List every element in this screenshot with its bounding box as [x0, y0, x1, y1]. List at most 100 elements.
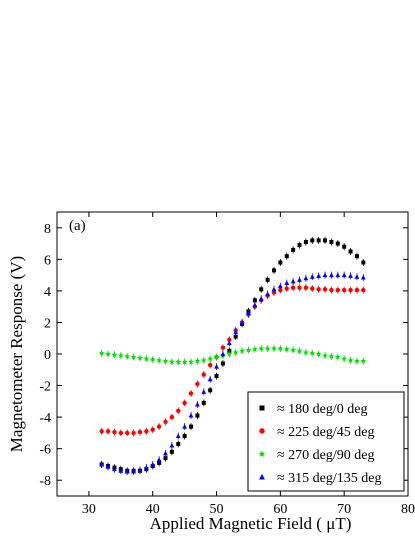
data-point [251, 346, 258, 352]
data-point [150, 461, 156, 467]
legend-label: ≈ 180 deg/0 deg [277, 402, 368, 417]
data-point [265, 277, 270, 282]
x-tick-label: 40 [146, 502, 160, 517]
data-point [124, 468, 130, 474]
data-point [316, 273, 322, 278]
data-point [232, 349, 239, 355]
data-point [258, 296, 264, 301]
data-point [245, 347, 252, 353]
data-point [347, 357, 354, 363]
data-point [316, 238, 321, 243]
series-3 [98, 344, 367, 366]
data-point [220, 351, 226, 356]
data-point [335, 241, 340, 246]
data-point [137, 429, 143, 435]
data-point [259, 287, 264, 292]
data-point [360, 274, 366, 280]
data-point [207, 362, 213, 368]
data-point [143, 465, 149, 470]
data-point [118, 430, 124, 436]
data-point [112, 429, 117, 435]
data-point [348, 273, 353, 278]
data-point [258, 345, 265, 351]
data-point [169, 449, 174, 454]
y-axis-label: Magnetometer Response (V) [7, 256, 26, 452]
data-point [309, 350, 316, 356]
data-point [195, 413, 200, 418]
y-tick-label: -2 [39, 380, 51, 395]
y-tick-label: 4 [44, 285, 51, 300]
data-point [214, 374, 219, 379]
data-point [329, 287, 334, 293]
data-point [284, 286, 289, 291]
data-point [315, 351, 322, 357]
data-point [156, 424, 162, 429]
data-point [169, 442, 175, 448]
data-point [360, 358, 367, 364]
data-point [322, 352, 328, 358]
data-point [208, 388, 213, 393]
x-tick-label: 80 [401, 502, 415, 517]
data-point [226, 351, 233, 357]
data-point [322, 272, 328, 278]
data-point [149, 356, 156, 362]
data-point [342, 244, 347, 249]
data-point [137, 354, 143, 361]
data-point [162, 358, 169, 364]
data-point [265, 291, 270, 297]
data-point [329, 272, 334, 278]
data-point [271, 268, 276, 273]
data-point [175, 433, 181, 439]
data-point [271, 286, 277, 292]
data-point [271, 345, 277, 351]
data-point [226, 340, 232, 345]
data-point [316, 287, 321, 292]
data-point [200, 357, 207, 363]
data-marks [98, 236, 367, 476]
data-point [354, 254, 359, 259]
data-point [341, 355, 348, 362]
data-point [290, 285, 296, 290]
data-point [361, 260, 366, 265]
data-point [334, 354, 341, 360]
data-point [150, 427, 155, 432]
data-point [163, 456, 168, 461]
data-point [130, 354, 137, 360]
legend-label: ≈ 315 deg/135 deg [277, 471, 382, 486]
data-point [188, 412, 194, 418]
data-point [111, 351, 118, 358]
data-point [348, 287, 353, 293]
data-point [156, 457, 162, 462]
data-point [163, 419, 168, 425]
data-point [194, 358, 201, 364]
data-point [303, 275, 309, 281]
data-point [112, 466, 117, 472]
data-point [188, 358, 194, 365]
y-tick-label: 8 [44, 222, 51, 237]
data-point [310, 238, 315, 243]
data-point [303, 285, 309, 290]
legend-label: ≈ 270 deg/90 deg [277, 448, 375, 463]
y-tick-label: -6 [39, 443, 51, 458]
legend-box [247, 391, 405, 492]
data-point [124, 353, 131, 359]
data-point [283, 346, 290, 352]
data-point [182, 423, 188, 429]
data-point [163, 450, 168, 456]
data-point [176, 408, 181, 413]
data-point [252, 302, 258, 308]
data-point [99, 461, 105, 467]
data-point [335, 272, 341, 278]
data-point [233, 329, 239, 334]
data-point [239, 319, 245, 325]
data-point [348, 249, 353, 254]
data-point [322, 287, 328, 292]
data-point [117, 352, 124, 358]
data-point [175, 358, 182, 365]
y-tick-label: 6 [44, 253, 51, 268]
data-point [195, 401, 200, 407]
legend-marker [258, 450, 266, 457]
x-tick-label: 70 [337, 502, 351, 517]
data-point [213, 354, 220, 360]
